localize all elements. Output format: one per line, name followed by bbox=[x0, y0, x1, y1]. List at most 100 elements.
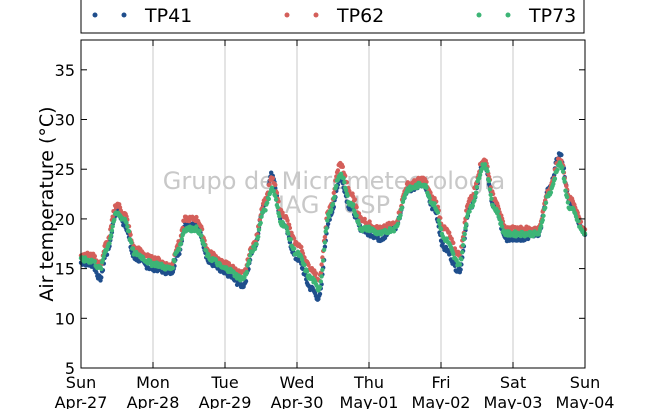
data-point-tp73 bbox=[454, 258, 459, 263]
data-point-tp62 bbox=[285, 218, 290, 223]
data-point-tp73 bbox=[540, 217, 545, 223]
data-point-tp62 bbox=[273, 182, 278, 188]
y-tick-label: 25 bbox=[55, 160, 75, 179]
data-point-tp62 bbox=[335, 168, 341, 173]
data-point-tp73 bbox=[457, 262, 462, 267]
data-point-tp62 bbox=[280, 210, 285, 215]
data-point-tp41 bbox=[317, 291, 323, 297]
data-point-tp73 bbox=[130, 246, 136, 251]
data-point-tp73 bbox=[108, 236, 113, 241]
x-tick-label-date: Apr-29 bbox=[199, 393, 252, 409]
legend-marker-tp41 bbox=[92, 12, 98, 18]
data-point-tp73 bbox=[291, 246, 297, 251]
data-point-tp62 bbox=[322, 234, 328, 240]
data-point-tp73 bbox=[330, 201, 336, 207]
data-point-tp73 bbox=[266, 196, 271, 202]
data-point-tp73 bbox=[326, 214, 332, 219]
data-point-tp73 bbox=[444, 236, 449, 241]
data-point-tp73 bbox=[273, 193, 278, 199]
x-tick-label-date: Apr-27 bbox=[55, 393, 108, 409]
data-point-tp73 bbox=[472, 198, 477, 203]
data-point-tp73 bbox=[259, 214, 264, 219]
legend-marker-tp62 bbox=[313, 12, 319, 18]
data-point-tp73 bbox=[482, 162, 488, 167]
data-point-tp73 bbox=[299, 257, 305, 262]
x-tick-label-date: Apr-30 bbox=[271, 393, 324, 409]
data-point-tp73 bbox=[343, 187, 349, 193]
data-point-tp73 bbox=[322, 240, 328, 245]
data-point-tp62 bbox=[367, 219, 372, 224]
data-point-tp73 bbox=[391, 229, 397, 234]
data-point-tp73 bbox=[345, 193, 350, 198]
legend-frame bbox=[80, 0, 585, 34]
data-point-tp73 bbox=[486, 178, 492, 184]
data-point-tp73 bbox=[552, 176, 558, 181]
data-point-tp73 bbox=[432, 201, 437, 206]
data-point-tp73 bbox=[563, 188, 568, 193]
data-point-tp73 bbox=[470, 203, 475, 208]
data-point-tp73 bbox=[398, 213, 403, 218]
x-tick-label-day: Sat bbox=[500, 373, 526, 392]
data-point-tp73 bbox=[109, 228, 115, 233]
data-point-tp73 bbox=[485, 168, 490, 174]
data-point-tp62 bbox=[432, 196, 437, 201]
data-point-tp73 bbox=[129, 240, 134, 245]
data-point-tp73 bbox=[474, 185, 480, 190]
data-point-tp62 bbox=[299, 244, 304, 250]
data-point-tp73 bbox=[273, 197, 279, 202]
data-point-tp73 bbox=[125, 224, 130, 229]
legend-label-tp73: TP73 bbox=[528, 5, 576, 27]
data-point-tp62 bbox=[424, 179, 429, 185]
x-tick-label-date: Apr-28 bbox=[127, 393, 180, 409]
data-point-tp73 bbox=[108, 233, 114, 238]
data-point-tp73 bbox=[438, 226, 444, 232]
data-point-tp73 bbox=[321, 247, 327, 252]
data-point-tp73 bbox=[197, 228, 202, 233]
data-point-tp73 bbox=[424, 185, 429, 190]
legend: TP41 TP62 TP73 bbox=[80, 0, 585, 34]
data-point-tp73 bbox=[543, 200, 549, 205]
data-point-tp73 bbox=[351, 202, 356, 207]
y-tick-label: 5 bbox=[65, 359, 75, 378]
data-point-tp73 bbox=[467, 209, 472, 214]
data-point-tp62 bbox=[354, 205, 359, 210]
data-point-tp73 bbox=[338, 171, 344, 176]
data-point-tp73 bbox=[477, 172, 483, 178]
data-point-tp73 bbox=[265, 200, 270, 205]
data-point-tp73 bbox=[487, 187, 493, 192]
y-tick-label: 15 bbox=[55, 260, 75, 279]
y-axis-ticks: 5 10 15 20 25 30 35 bbox=[55, 61, 585, 378]
data-point-tp73 bbox=[302, 262, 307, 268]
data-point-tp73 bbox=[400, 199, 406, 205]
data-point-tp73 bbox=[280, 220, 285, 225]
data-point-tp73 bbox=[461, 237, 467, 242]
data-point-tp73 bbox=[277, 214, 282, 219]
data-point-tp73 bbox=[562, 179, 567, 184]
x-tick-label-day: Thu bbox=[353, 373, 384, 392]
x-tick-label-day: Wed bbox=[280, 373, 315, 392]
data-point-tp73 bbox=[172, 259, 177, 264]
x-tick-label-date: May-02 bbox=[412, 393, 471, 409]
data-point-tp73 bbox=[110, 224, 115, 229]
x-axis-ticks: SunApr-27MonApr-28TueApr-29WedApr-30ThuM… bbox=[55, 40, 614, 409]
data-point-tp73 bbox=[256, 227, 262, 232]
x-tick-label-date: May-03 bbox=[484, 393, 543, 409]
data-point-tp73 bbox=[435, 210, 441, 215]
data-point-tp73 bbox=[92, 259, 98, 264]
data-point-tp73 bbox=[177, 247, 182, 252]
data-point-tp73 bbox=[325, 218, 330, 223]
data-point-tp73 bbox=[565, 200, 571, 205]
data-point-tp73 bbox=[415, 185, 420, 190]
legend-marker-tp73 bbox=[476, 12, 482, 18]
data-point-tp62 bbox=[362, 216, 367, 222]
x-tick-label-day: Tue bbox=[210, 373, 238, 392]
data-point-tp73 bbox=[341, 176, 346, 181]
legend-marker-tp62 bbox=[284, 12, 290, 18]
data-point-tp73 bbox=[247, 258, 252, 263]
series-layer bbox=[78, 151, 588, 302]
data-point-tp73 bbox=[263, 208, 268, 213]
y-axis-label: Air temperature (°C) bbox=[36, 106, 58, 301]
data-point-tp73 bbox=[324, 226, 329, 231]
data-point-tp73 bbox=[541, 213, 546, 218]
